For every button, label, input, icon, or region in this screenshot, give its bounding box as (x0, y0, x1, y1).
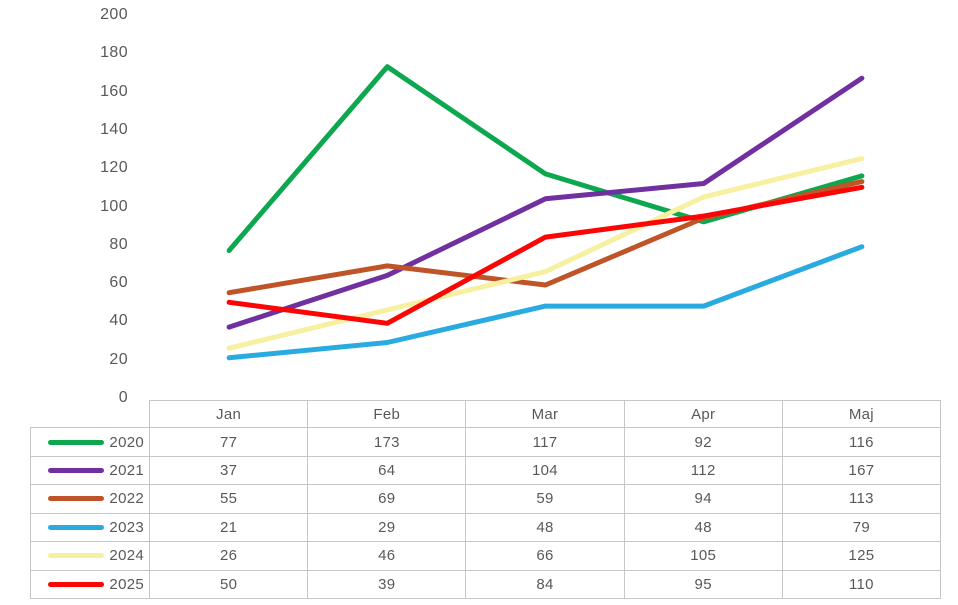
value-cell: 48 (624, 513, 783, 543)
legend-swatch-2021 (48, 468, 105, 474)
value-cell: 104 (466, 456, 625, 486)
legend-swatch-2025 (48, 581, 105, 587)
legend-year-label: 2020 (109, 433, 144, 451)
value-cell: 39 (308, 570, 467, 599)
value-cell: 21 (150, 513, 309, 543)
plot-area (226, 64, 865, 361)
value-cell: 112 (624, 456, 783, 486)
legend-swatch-2022 (48, 496, 105, 502)
value-cell: 79 (782, 513, 941, 543)
legend-swatch-2020 (48, 439, 105, 445)
value-cell: 55 (150, 485, 309, 514)
y-axis-tick-label: 140 (100, 120, 128, 138)
value-cell: 125 (782, 542, 941, 571)
legend-cell: 2020 (30, 428, 150, 457)
value-cell: 113 (782, 485, 941, 514)
legend-year-label: 2021 (109, 462, 144, 480)
legend-cell: 2024 (30, 542, 150, 571)
y-axis-tick-label: 120 (100, 159, 128, 177)
series-line-2021 (226, 75, 865, 330)
value-cell: 167 (782, 456, 941, 486)
legend-swatch-2024 (48, 553, 105, 559)
value-cell: 116 (782, 428, 941, 457)
value-cell: 66 (466, 542, 625, 571)
value-cell: 29 (308, 513, 467, 543)
table-corner-cell (30, 400, 150, 429)
legend-year-label: 2024 (109, 547, 144, 565)
legend-swatch-2023 (48, 524, 105, 530)
y-axis-tick-label: 200 (100, 6, 128, 23)
series-line-2023 (226, 244, 865, 361)
legend-year-label: 2022 (109, 490, 144, 508)
value-cell: 50 (150, 570, 309, 599)
legend-cell: 2021 (30, 456, 150, 486)
y-axis-tick-label: 40 (109, 312, 128, 330)
legend-cell: 2023 (30, 513, 150, 543)
data-table: Jan Feb Mar Apr Maj 2020 77 173 117 92 116 2021 37 64… (30, 400, 941, 599)
value-cell: 92 (624, 428, 783, 457)
legend-year-label: 2025 (109, 575, 144, 593)
value-cell: 95 (624, 570, 783, 599)
value-cell: 117 (466, 428, 625, 457)
table-header-cell: Feb (308, 400, 467, 429)
table-header-cell: Apr (624, 400, 783, 429)
legend-cell: 2022 (30, 485, 150, 514)
value-cell: 105 (624, 542, 783, 571)
value-cell: 110 (782, 570, 941, 599)
value-cell: 94 (624, 485, 783, 514)
table-header-cell: Maj (782, 400, 941, 429)
value-cell: 37 (150, 456, 309, 486)
value-cell: 77 (150, 428, 309, 457)
value-cell: 173 (308, 428, 467, 457)
value-cell: 84 (466, 570, 625, 599)
series-line-2020 (226, 64, 865, 253)
series-line-2024 (226, 156, 865, 351)
value-cell: 64 (308, 456, 467, 486)
value-cell: 26 (150, 542, 309, 571)
value-cell: 48 (466, 513, 625, 543)
y-axis-tick-label: 80 (109, 235, 128, 253)
y-axis-tick-label: 60 (109, 274, 128, 292)
value-cell: 59 (466, 485, 625, 514)
y-axis-tick-label: 100 (100, 197, 128, 215)
legend-year-label: 2023 (109, 518, 144, 536)
y-axis-tick-label: 0 (118, 389, 128, 406)
y-axis-tick-label: 160 (100, 82, 128, 100)
series-line-2025 (226, 184, 865, 326)
value-cell: 69 (308, 485, 467, 514)
y-axis-tick-label: 20 (109, 350, 128, 368)
table-header-cell: Mar (466, 400, 625, 429)
y-axis-tick-label: 180 (100, 44, 128, 62)
table-header-cell: Jan (150, 400, 309, 429)
value-cell: 46 (308, 542, 467, 571)
legend-cell: 2025 (30, 570, 150, 599)
